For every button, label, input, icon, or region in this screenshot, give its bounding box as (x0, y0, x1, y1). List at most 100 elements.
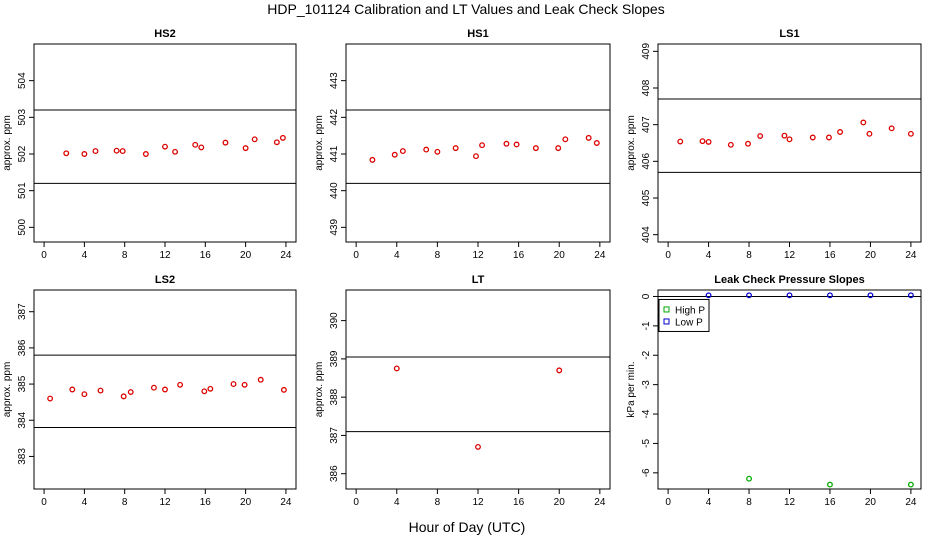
x-tick-label: 4 (82, 250, 88, 261)
x-tick-label: 8 (435, 250, 441, 261)
x-tick-label: 12 (472, 250, 484, 261)
x-tick-label: 12 (784, 497, 796, 508)
data-point (81, 391, 88, 398)
y-tick-label: 501 (17, 182, 28, 199)
data-point (150, 384, 157, 391)
data-point (562, 136, 569, 143)
data-point (556, 367, 563, 374)
data-point (585, 134, 592, 141)
panel-title: LS2 (155, 274, 175, 286)
y-tick-label: -4 (641, 409, 652, 418)
plot-frame (33, 289, 297, 490)
data-point (727, 141, 734, 148)
x-tick-label: 8 (746, 250, 752, 261)
x-tick-label: 8 (435, 497, 441, 508)
x-tick-label: 16 (824, 250, 836, 261)
x-tick-label: 4 (706, 497, 712, 508)
x-tick-label: 4 (394, 497, 400, 508)
data-point-low-p (867, 292, 874, 299)
data-point (69, 386, 76, 393)
x-tick-label: 12 (159, 497, 171, 508)
data-point (162, 386, 168, 393)
x-tick-label: 12 (784, 250, 796, 261)
data-point (503, 140, 510, 147)
y-tick-label: 408 (641, 79, 652, 96)
y-tick-label: 405 (641, 189, 652, 206)
y-tick-label: 388 (329, 388, 340, 405)
y-tick-label: 441 (329, 145, 340, 162)
data-point (273, 139, 280, 146)
data-point (369, 156, 376, 163)
panel-title: HS1 (467, 28, 488, 40)
data-point (866, 130, 873, 137)
x-tick-label: 4 (82, 497, 88, 508)
legend-marker (663, 318, 670, 325)
y-axis-label: approx. ppm (2, 362, 13, 418)
data-point-low-p (827, 292, 833, 299)
data-point (555, 145, 562, 152)
y-tick-label: 502 (17, 145, 28, 162)
data-point (473, 153, 479, 160)
data-point (888, 125, 895, 132)
data-point (677, 138, 684, 145)
x-tick-label: 24 (594, 497, 606, 508)
data-point-low-p (705, 292, 712, 299)
data-point (241, 381, 248, 388)
y-axis-label: kPa per min. (626, 361, 637, 417)
x-tick-label: 16 (513, 497, 525, 508)
data-point (127, 389, 134, 395)
data-point (907, 130, 914, 137)
x-tick-label: 24 (905, 250, 917, 261)
data-point (860, 119, 867, 126)
data-point (479, 142, 486, 149)
y-tick-label: -1 (641, 321, 652, 330)
data-point (63, 150, 70, 157)
x-tick-label: 24 (905, 497, 917, 508)
y-axis-label: approx. ppm (314, 115, 325, 171)
panel-title: HS2 (154, 28, 175, 40)
y-tick-label: -5 (641, 439, 652, 448)
data-point (699, 138, 706, 145)
data-point (781, 132, 788, 139)
data-point (119, 148, 126, 155)
x-tick-label: 20 (865, 497, 877, 508)
x-tick-label: 24 (594, 250, 606, 261)
y-tick-label: 389 (329, 350, 340, 367)
x-tick-label: 20 (240, 250, 252, 261)
y-tick-label: 387 (17, 303, 28, 320)
data-point (593, 140, 600, 146)
data-point (434, 148, 441, 155)
figure-title: HDP_101124 Calibration and LT Values and… (267, 1, 664, 17)
y-axis-label: approx. ppm (2, 115, 13, 171)
x-tick-label: 4 (706, 250, 712, 261)
data-point-high-p (827, 481, 833, 488)
x-tick-label: 0 (665, 250, 671, 261)
data-point (47, 395, 54, 402)
data-point (242, 145, 249, 152)
data-point (423, 146, 430, 153)
panel-title: Leak Check Pressure Slopes (714, 274, 864, 286)
chart-panel-5: LT approx. ppm 0 4 8 12 16 20 24 386 387 388 389 390 (314, 274, 611, 508)
chart-panel-6: Leak Check Pressure Slopes kPa per min. 0 4… (626, 274, 922, 508)
data-point (452, 145, 459, 152)
chart-panel-3: LS1 approx. ppm 0 4 8 12 16 20 24 404 405 406 407 408… (626, 28, 922, 261)
plot-frame (33, 43, 297, 243)
x-tick-label: 20 (240, 497, 252, 508)
data-point (475, 443, 481, 450)
y-tick-label: 386 (17, 339, 28, 356)
data-point (257, 376, 264, 383)
y-tick-label: 384 (17, 411, 28, 428)
y-tick-label: -2 (641, 350, 652, 359)
chart-panel-2: HS1 approx. ppm 0 4 8 12 16 20 24 439 440 441 442 443 (314, 28, 611, 261)
x-tick-label: 16 (513, 250, 525, 261)
panel-title: LS1 (779, 28, 799, 40)
data-point (757, 133, 764, 139)
x-tick-label: 16 (200, 250, 212, 261)
x-tick-label: 20 (554, 497, 566, 508)
x-tick-label: 12 (159, 250, 171, 261)
x-tick-label: 0 (353, 497, 359, 508)
y-tick-label: 390 (329, 312, 340, 329)
legend-marker (663, 306, 670, 313)
chart-panel-1: HS2 approx. ppm 0 4 8 12 16 20 24 500 501 502 503 504 (2, 28, 297, 261)
